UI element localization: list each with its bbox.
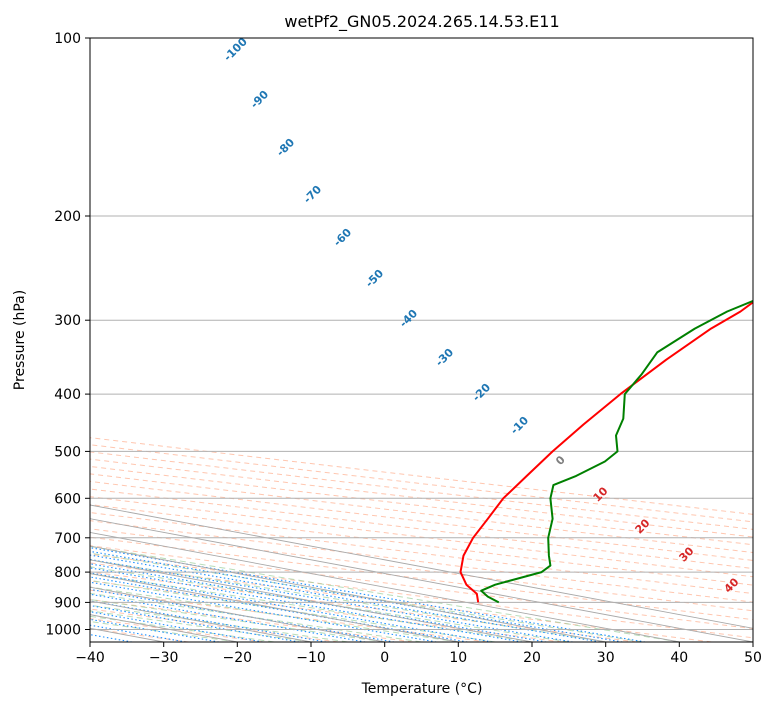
x-tick-label: 40 (670, 650, 688, 666)
isotherms (90, 504, 753, 642)
series-line-dewpoint (480, 299, 753, 604)
isotherm-line (90, 518, 753, 642)
moist-adiabats (90, 545, 680, 642)
y-tick-label: 600 (54, 491, 81, 507)
y-axis-ticks: 100 200 300 400 500 600 700 800 900 1000 (45, 31, 90, 639)
plot-frame (89, 37, 754, 643)
dry-adiabat-line (90, 488, 753, 570)
moist-adiabat-line (90, 573, 533, 642)
isotherm-line (90, 531, 680, 642)
dry-adiabats (90, 437, 753, 642)
y-tick-label: 300 (54, 313, 81, 329)
x-axis-label: Temperature (°C) (361, 681, 483, 697)
y-tick-label: 400 (54, 387, 81, 403)
x-tick-label: 10 (449, 650, 467, 666)
y-tick-label: 100 (54, 31, 81, 47)
plot-area (90, 38, 753, 642)
isotherm-line (90, 504, 753, 629)
moist-adiabat-line (90, 598, 385, 642)
x-tick-label: −30 (149, 650, 179, 666)
y-tick-label: 800 (54, 565, 81, 581)
dry-adiabat-line (90, 480, 753, 561)
dry-adiabat-line (90, 536, 753, 621)
y-axis-label: Pressure (hPa) (12, 290, 28, 390)
x-tick-label: 0 (380, 650, 389, 666)
mixing-ratio-line (90, 558, 573, 642)
mixing-ratio-line (90, 554, 600, 642)
chart-title: wetPf2_GN05.2024.265.14.53.E11 (284, 12, 559, 32)
x-tick-label: −10 (296, 650, 326, 666)
mixing-ratio-line (90, 600, 327, 642)
mixing-ratio-line (90, 604, 300, 642)
dry-adiabat-line (90, 504, 753, 586)
y-tick-label: 200 (54, 209, 81, 225)
x-tick-label: 30 (597, 650, 615, 666)
x-axis-ticks: −40 −30 −20 −10 0 10 20 30 40 50 (75, 642, 762, 666)
moist-adiabat-line (90, 545, 680, 642)
y-tick-label: 700 (54, 531, 81, 547)
sounding-profiles (459, 299, 753, 604)
dry-adiabat-line (90, 496, 753, 578)
moist-adiabat-line (90, 586, 459, 642)
x-tick-label: 50 (744, 650, 762, 666)
x-tick-label: −20 (223, 650, 253, 666)
moist-adiabat-line (90, 552, 643, 642)
series-line-temperature (459, 301, 753, 603)
pressure-gridlines (90, 38, 753, 630)
y-tick-label: 1000 (45, 623, 81, 639)
x-tick-label: −40 (75, 650, 105, 666)
x-tick-label: 20 (523, 650, 541, 666)
y-tick-label: 900 (54, 595, 81, 611)
y-tick-label: 500 (54, 444, 81, 460)
